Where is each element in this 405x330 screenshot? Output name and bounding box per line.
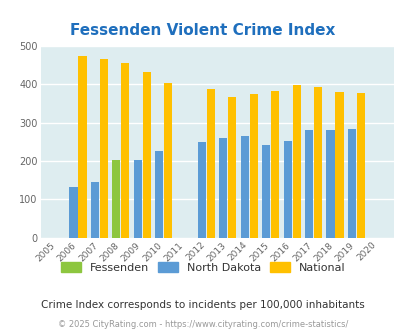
- Legend: Fessenden, North Dakota, National: Fessenden, North Dakota, National: [57, 259, 348, 277]
- Bar: [240, 136, 248, 238]
- Bar: [219, 138, 227, 238]
- Text: Crime Index corresponds to incidents per 100,000 inhabitants: Crime Index corresponds to incidents per…: [41, 300, 364, 310]
- Bar: [228, 97, 236, 238]
- Bar: [249, 94, 257, 238]
- Bar: [155, 151, 163, 238]
- Bar: [100, 59, 108, 238]
- Text: Fessenden Violent Crime Index: Fessenden Violent Crime Index: [70, 23, 335, 38]
- Bar: [262, 145, 270, 238]
- Bar: [313, 87, 321, 238]
- Bar: [283, 141, 291, 238]
- Bar: [91, 182, 99, 238]
- Bar: [78, 56, 86, 238]
- Bar: [143, 72, 151, 238]
- Bar: [112, 160, 120, 238]
- Bar: [207, 89, 215, 238]
- Text: © 2025 CityRating.com - https://www.cityrating.com/crime-statistics/: © 2025 CityRating.com - https://www.city…: [58, 319, 347, 329]
- Bar: [164, 82, 172, 238]
- Bar: [121, 63, 129, 238]
- Bar: [326, 130, 334, 238]
- Bar: [356, 92, 364, 238]
- Bar: [292, 85, 300, 238]
- Bar: [112, 173, 120, 238]
- Bar: [69, 187, 77, 238]
- Bar: [335, 92, 343, 238]
- Bar: [347, 129, 355, 238]
- Bar: [198, 142, 206, 238]
- Bar: [304, 130, 312, 238]
- Bar: [271, 91, 279, 238]
- Bar: [133, 160, 141, 238]
